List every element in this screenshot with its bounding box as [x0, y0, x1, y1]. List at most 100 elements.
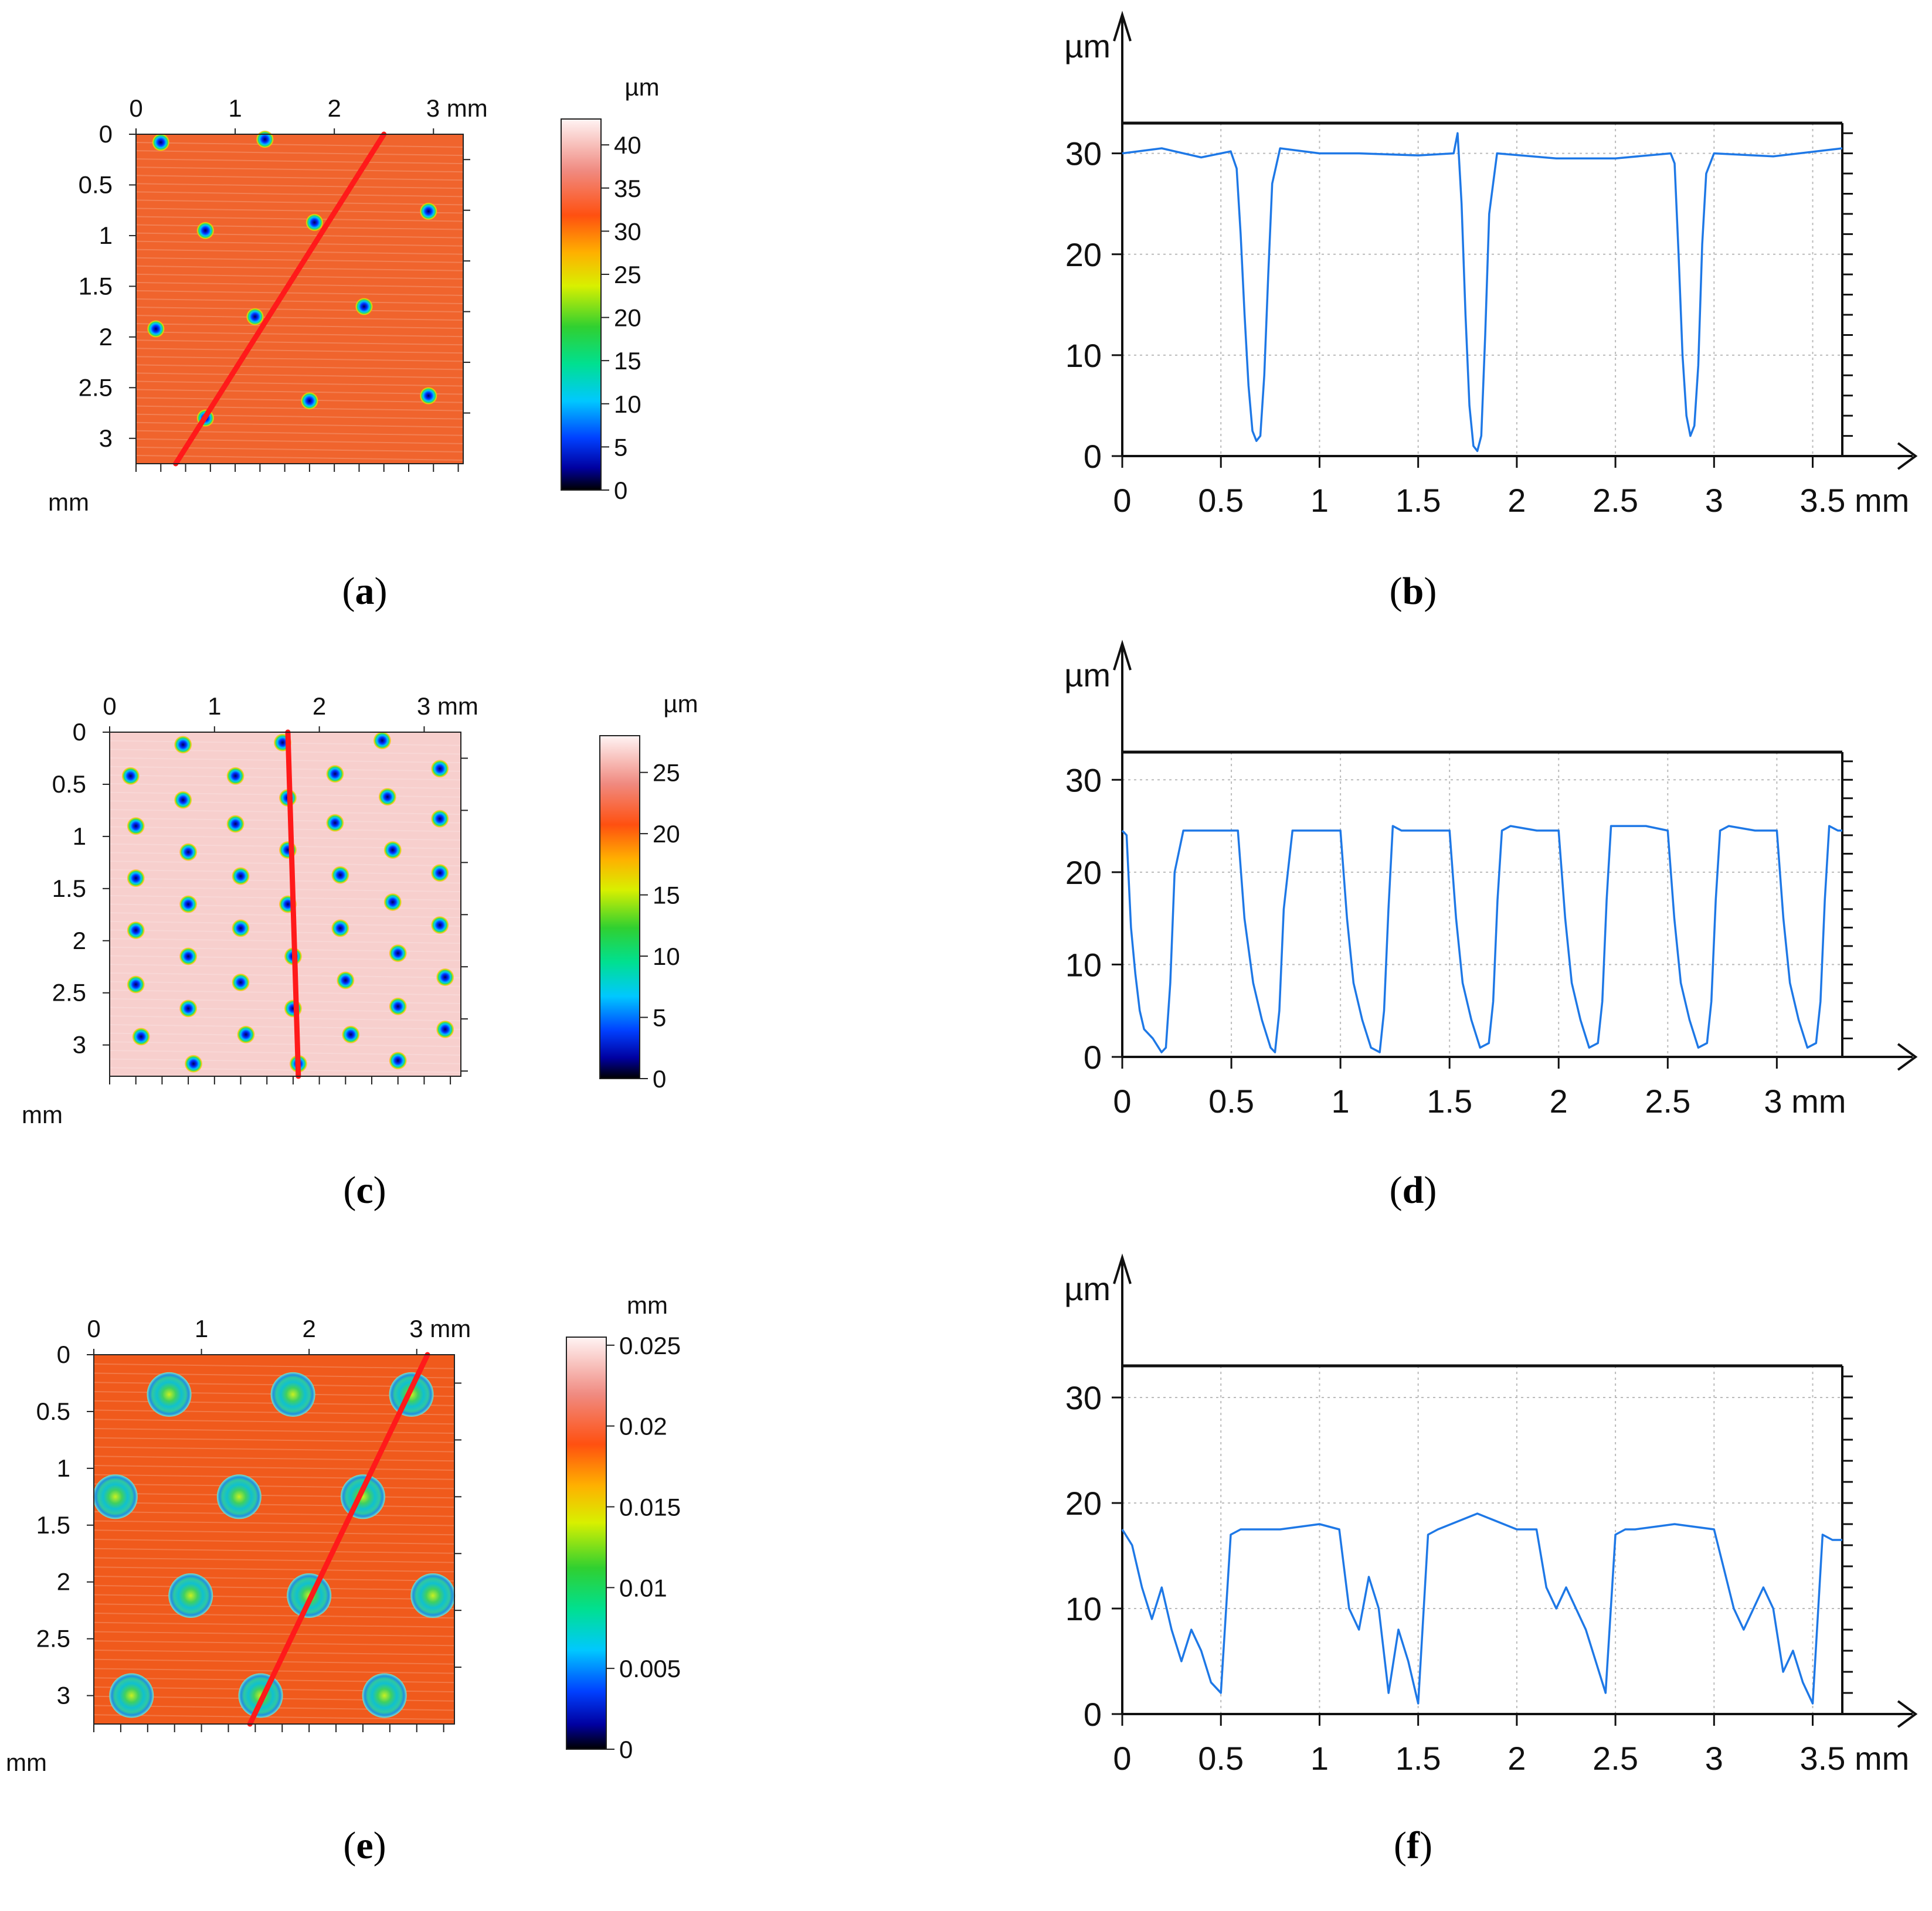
x-tick-label: 2	[313, 692, 326, 720]
pit-marker	[216, 1474, 262, 1519]
texture-streak	[109, 920, 461, 927]
colorbar-c	[599, 735, 640, 1079]
pit-marker	[300, 392, 318, 410]
pit-marker	[410, 1573, 456, 1618]
texture-streak	[135, 208, 464, 214]
pit-marker	[174, 791, 192, 809]
texture-streak	[93, 1520, 455, 1526]
panel-c: 0 1 2 3 mm 0 0.5 1 1.5 2 2.5 3 mm µm 25 20 15 10 5 0	[22, 690, 698, 1128]
texture-streak	[93, 1594, 455, 1600]
texture-streak	[109, 869, 461, 875]
y-tick-label: 1.5	[52, 875, 86, 902]
y-axis-arrow-icon	[1113, 1253, 1132, 1284]
texture-streak	[93, 1465, 455, 1471]
pit-marker	[419, 202, 437, 220]
colorbar-tick-label: 0.01	[619, 1574, 667, 1601]
profile-series-b	[1122, 132, 1843, 453]
colorbar-tick-label: 25	[614, 261, 641, 288]
texture-streak	[135, 224, 464, 230]
pit-marker	[147, 1372, 192, 1417]
texture-streak	[135, 175, 464, 181]
texture-streak	[93, 1456, 455, 1462]
colorbar-tick-label: 5	[614, 433, 627, 461]
y-axis-arrow-icon	[1113, 640, 1132, 671]
x-tick-label: 3.5 mm	[1800, 1740, 1910, 1777]
texture-streak	[135, 257, 464, 263]
x-tick-label: 0	[1113, 1083, 1131, 1120]
texture-streak	[135, 183, 464, 189]
pit-marker	[431, 916, 449, 934]
x-axis-arrow-icon	[1897, 1700, 1918, 1728]
x-tick-label: 1	[208, 692, 221, 720]
pit-marker	[431, 810, 449, 828]
y-tick-label: 2.5	[79, 373, 113, 401]
pit-marker	[270, 1372, 315, 1417]
y-tick-label: 20	[1065, 854, 1102, 891]
texture-streak	[93, 1631, 455, 1637]
texture-streak	[93, 1428, 455, 1434]
caption-d: (d)	[1390, 1169, 1437, 1212]
y-tick-label: 10	[1065, 337, 1102, 374]
y-tick-label: 2.5	[36, 1625, 70, 1652]
y-tick-label: 30	[1065, 761, 1102, 798]
pit-marker	[127, 921, 145, 939]
pit-marker	[246, 308, 264, 326]
y-tick-label: 20	[1065, 1485, 1102, 1522]
y-tick-label: 2	[73, 927, 86, 954]
texture-streak	[109, 783, 461, 790]
caption-paren: )	[1420, 1824, 1432, 1867]
y-tick-label: 30	[1065, 135, 1102, 172]
colorbar-tick-label: 35	[614, 175, 641, 202]
colorbar-tick-label: 0	[653, 1065, 666, 1093]
pit-marker	[127, 869, 145, 888]
y-tick-label: 2.5	[52, 979, 86, 1006]
texture-streak	[93, 1363, 455, 1369]
pit-marker	[127, 975, 145, 994]
y-tick-label: 1.5	[79, 272, 113, 300]
colorbar-tick-label: 20	[653, 820, 680, 848]
texture-streak	[93, 1483, 455, 1490]
texture-streak	[135, 315, 464, 321]
texture-streak	[109, 861, 461, 867]
pit-marker	[436, 1020, 454, 1038]
texture-streak	[109, 1041, 461, 1048]
texture-streak	[135, 290, 464, 296]
colorbar-tick-label: 15	[614, 347, 641, 375]
texture-streak	[109, 929, 461, 936]
pit-marker	[305, 213, 324, 232]
texture-streak	[93, 1658, 455, 1665]
pit-marker	[389, 1372, 434, 1417]
pit-marker	[284, 999, 302, 1018]
texture-streak	[109, 1023, 461, 1030]
map-frame-e	[93, 1354, 455, 1725]
pit-marker	[355, 297, 373, 315]
map-frame-a	[135, 134, 464, 464]
pit-marker	[373, 732, 391, 750]
caption-paren: (	[1390, 1169, 1403, 1212]
pit-marker	[383, 841, 402, 859]
y-axis-arrow-icon	[1113, 11, 1132, 42]
texture-streak	[109, 757, 461, 764]
texture-streak	[135, 249, 464, 255]
pit-marker	[419, 387, 437, 405]
x-tick-label: 2	[1507, 1740, 1526, 1777]
pit-marker	[389, 944, 407, 963]
caption-letter: a	[355, 570, 375, 613]
caption-letter: e	[356, 1824, 373, 1867]
texture-streak	[93, 1650, 455, 1655]
texture-streak	[109, 1032, 461, 1039]
pit-marker	[168, 1573, 213, 1618]
y-tick-label: 2	[57, 1568, 70, 1596]
x-tick-label: 0	[1113, 482, 1131, 519]
x-tick-label: 3.5 mm	[1800, 482, 1910, 519]
texture-streak	[93, 1529, 455, 1536]
panel-e: 0 1 2 3 mm 0 0.5 1 1.5 2 2.5 3 mm mm 0.025 0.02 0.015 0.…	[6, 1291, 681, 1776]
caption-f: (f)	[1394, 1824, 1432, 1867]
texture-streak	[135, 298, 464, 304]
caption-paren: (	[343, 1824, 356, 1867]
profile-line-c	[285, 729, 301, 1079]
panel-f: µm 0 0.5 1 1.5 2 2.5 3 3.5 mm 0 10 20 30	[1064, 1253, 1918, 1777]
texture-streak	[135, 307, 464, 313]
x-tick-label: 2	[328, 94, 341, 122]
y-tick-label: 0	[1084, 1039, 1102, 1076]
